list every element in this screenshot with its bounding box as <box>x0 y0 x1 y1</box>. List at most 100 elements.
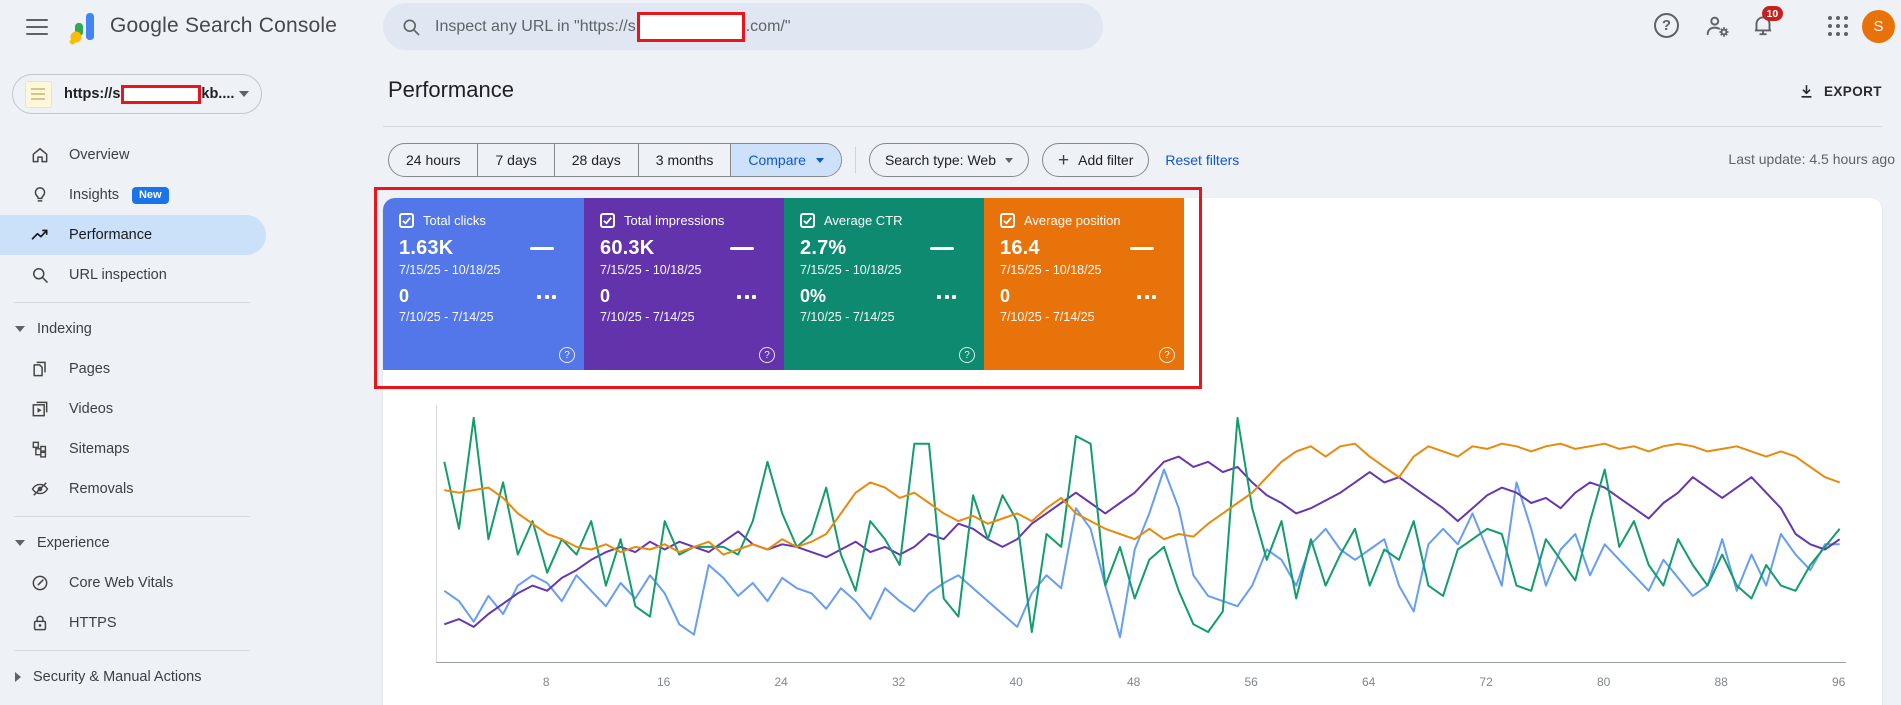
solid-line-legend-icon <box>730 246 754 251</box>
google-apps-grid-icon[interactable] <box>1828 16 1848 36</box>
checkbox-checked-icon[interactable] <box>399 213 414 228</box>
divider <box>854 147 856 173</box>
help-icon[interactable]: ? <box>1159 347 1175 363</box>
compare-period-range: 7/10/25 - 7/14/25 <box>399 310 494 324</box>
x-axis-tick-labels: 8 16 24 32 40 48 56 64 72 80 88 96 <box>436 675 1846 693</box>
x-axis-tick: 72 <box>1479 675 1493 689</box>
speedometer-icon <box>32 575 48 591</box>
sidebar-nav: Overview Insights New Performance URL in… <box>0 135 266 697</box>
home-icon <box>32 148 48 163</box>
search-type-filter[interactable]: Search type: Web <box>868 143 1029 177</box>
sidebar-item-pages[interactable]: Pages <box>0 349 266 389</box>
x-axis-tick: 80 <box>1596 675 1611 689</box>
checkbox-checked-icon[interactable] <box>1000 213 1015 228</box>
dotted-line-legend-icon <box>937 294 956 299</box>
chevron-down-icon <box>815 157 824 163</box>
compare-period-range: 7/10/25 - 7/14/25 <box>800 310 895 324</box>
sidebar-item-videos[interactable]: Videos <box>0 389 266 429</box>
chevron-down-icon <box>1005 157 1013 163</box>
chart-line-average-ctr <box>443 416 1841 633</box>
add-filter-button[interactable]: + Add filter <box>1042 143 1150 177</box>
x-axis-tick: 40 <box>1009 675 1023 689</box>
sidebar-group-security-manual-actions[interactable]: Security & Manual Actions <box>0 657 266 697</box>
chevron-right-icon <box>15 672 21 682</box>
sidebar-item-https[interactable]: HTTPS <box>0 603 266 643</box>
notification-count-badge: 10 <box>1762 6 1783 21</box>
search-icon <box>403 19 420 35</box>
x-axis-tick: 96 <box>1831 675 1846 689</box>
help-icon[interactable]: ? <box>959 347 975 363</box>
date-range-tab-24-hours[interactable]: 24 hours <box>406 152 461 168</box>
sidebar-group-indexing[interactable]: Indexing <box>0 309 266 349</box>
user-settings-icon[interactable] <box>1705 13 1731 39</box>
solid-line-legend-icon <box>530 246 554 251</box>
eye-off-icon <box>31 482 49 496</box>
filter-bar: 24 hours 7 days 28 days 3 months Compare… <box>388 143 1239 177</box>
divider <box>14 516 250 517</box>
redaction-box <box>636 11 745 42</box>
export-button[interactable]: EXPORT <box>1798 83 1882 100</box>
hamburger-menu-icon[interactable] <box>24 16 50 38</box>
metric-card-average-ctr[interactable]: Average CTR 2.7% 7/15/25 - 10/18/25 0% 7… <box>784 198 984 370</box>
sidebar-item-removals[interactable]: Removals <box>0 469 266 509</box>
last-update-text: Last update: 4.5 hours ago <box>1728 151 1895 167</box>
chevron-down-icon <box>239 91 249 97</box>
metric-card-total-impressions[interactable]: Total impressions 60.3K 7/15/25 - 10/18/… <box>584 198 784 370</box>
sidebar-group-experience[interactable]: Experience <box>0 523 266 563</box>
chart-line-average-position <box>444 442 1841 556</box>
reset-filters-link[interactable]: Reset filters <box>1165 152 1240 168</box>
period-range: 7/15/25 - 10/18/25 <box>1000 263 1102 277</box>
dotted-line-legend-icon <box>1137 294 1156 299</box>
page-title: Performance <box>388 77 514 102</box>
pages-icon <box>33 361 46 377</box>
x-axis-tick: 64 <box>1361 675 1376 689</box>
help-icon[interactable]: ? <box>559 347 575 363</box>
search-console-logo-icon <box>69 13 94 45</box>
sitemap-icon <box>32 441 47 458</box>
date-range-tab-28-days[interactable]: 28 days <box>553 144 638 176</box>
chart-line-total-clicks <box>443 468 1840 639</box>
divider <box>383 126 1882 127</box>
chevron-down-icon <box>15 326 25 332</box>
sidebar-item-insights[interactable]: Insights New <box>0 175 266 215</box>
performance-panel: Total clicks 1.63K 7/15/25 - 10/18/25 0 … <box>383 198 1882 705</box>
redaction-box <box>121 84 202 104</box>
checkbox-checked-icon[interactable] <box>600 213 615 228</box>
video-icon <box>32 401 48 417</box>
solid-line-legend-icon <box>930 246 954 251</box>
x-axis-tick: 24 <box>774 675 788 689</box>
period-range: 7/15/25 - 10/18/25 <box>800 263 902 277</box>
x-axis-tick: 32 <box>891 675 906 689</box>
plus-icon: + <box>1058 149 1070 171</box>
sidebar-item-performance[interactable]: Performance <box>0 215 266 255</box>
trending-up-icon <box>31 229 48 240</box>
compare-period-range: 7/10/25 - 7/14/25 <box>1000 310 1095 324</box>
url-inspect-search-bar[interactable]: Inspect any URL in "https://s .com/" <box>383 3 1103 50</box>
property-url: https://s kb.... <box>64 84 235 104</box>
search-placeholder: Inspect any URL in "https://s .com/" <box>435 11 791 42</box>
sidebar-item-url-inspection[interactable]: URL inspection <box>0 255 266 295</box>
divider <box>14 650 250 651</box>
sidebar-item-sitemaps[interactable]: Sitemaps <box>0 429 266 469</box>
chart-line-total-impressions <box>443 455 1841 628</box>
help-icon[interactable]: ? <box>759 347 775 363</box>
x-axis-tick: 8 <box>542 675 550 689</box>
metric-card-total-clicks[interactable]: Total clicks 1.63K 7/15/25 - 10/18/25 0 … <box>383 198 584 370</box>
lock-icon <box>33 615 47 631</box>
compare-period-range: 7/10/25 - 7/14/25 <box>600 310 695 324</box>
x-axis-tick: 56 <box>1244 675 1258 689</box>
period-range: 7/15/25 - 10/18/25 <box>399 263 501 277</box>
notifications-bell[interactable]: 10 <box>1750 6 1783 42</box>
date-range-tab-7-days[interactable]: 7 days <box>477 144 553 176</box>
account-avatar[interactable]: S <box>1862 10 1895 43</box>
property-selector[interactable]: https://s kb.... <box>12 74 262 114</box>
date-range-tab-3-months[interactable]: 3 months <box>637 144 731 176</box>
sidebar-item-overview[interactable]: Overview <box>0 135 266 175</box>
checkbox-checked-icon[interactable] <box>800 213 815 228</box>
help-icon[interactable]: ? <box>1654 13 1679 38</box>
metric-card-average-position[interactable]: Average position 16.4 7/15/25 - 10/18/25… <box>984 198 1184 370</box>
compare-tab[interactable]: Compare <box>730 144 841 176</box>
date-range-tabs: 24 hours 7 days 28 days 3 months Compare <box>388 143 842 177</box>
sidebar-item-core-web-vitals[interactable]: Core Web Vitals <box>0 563 266 603</box>
performance-line-chart[interactable] <box>436 405 1846 663</box>
